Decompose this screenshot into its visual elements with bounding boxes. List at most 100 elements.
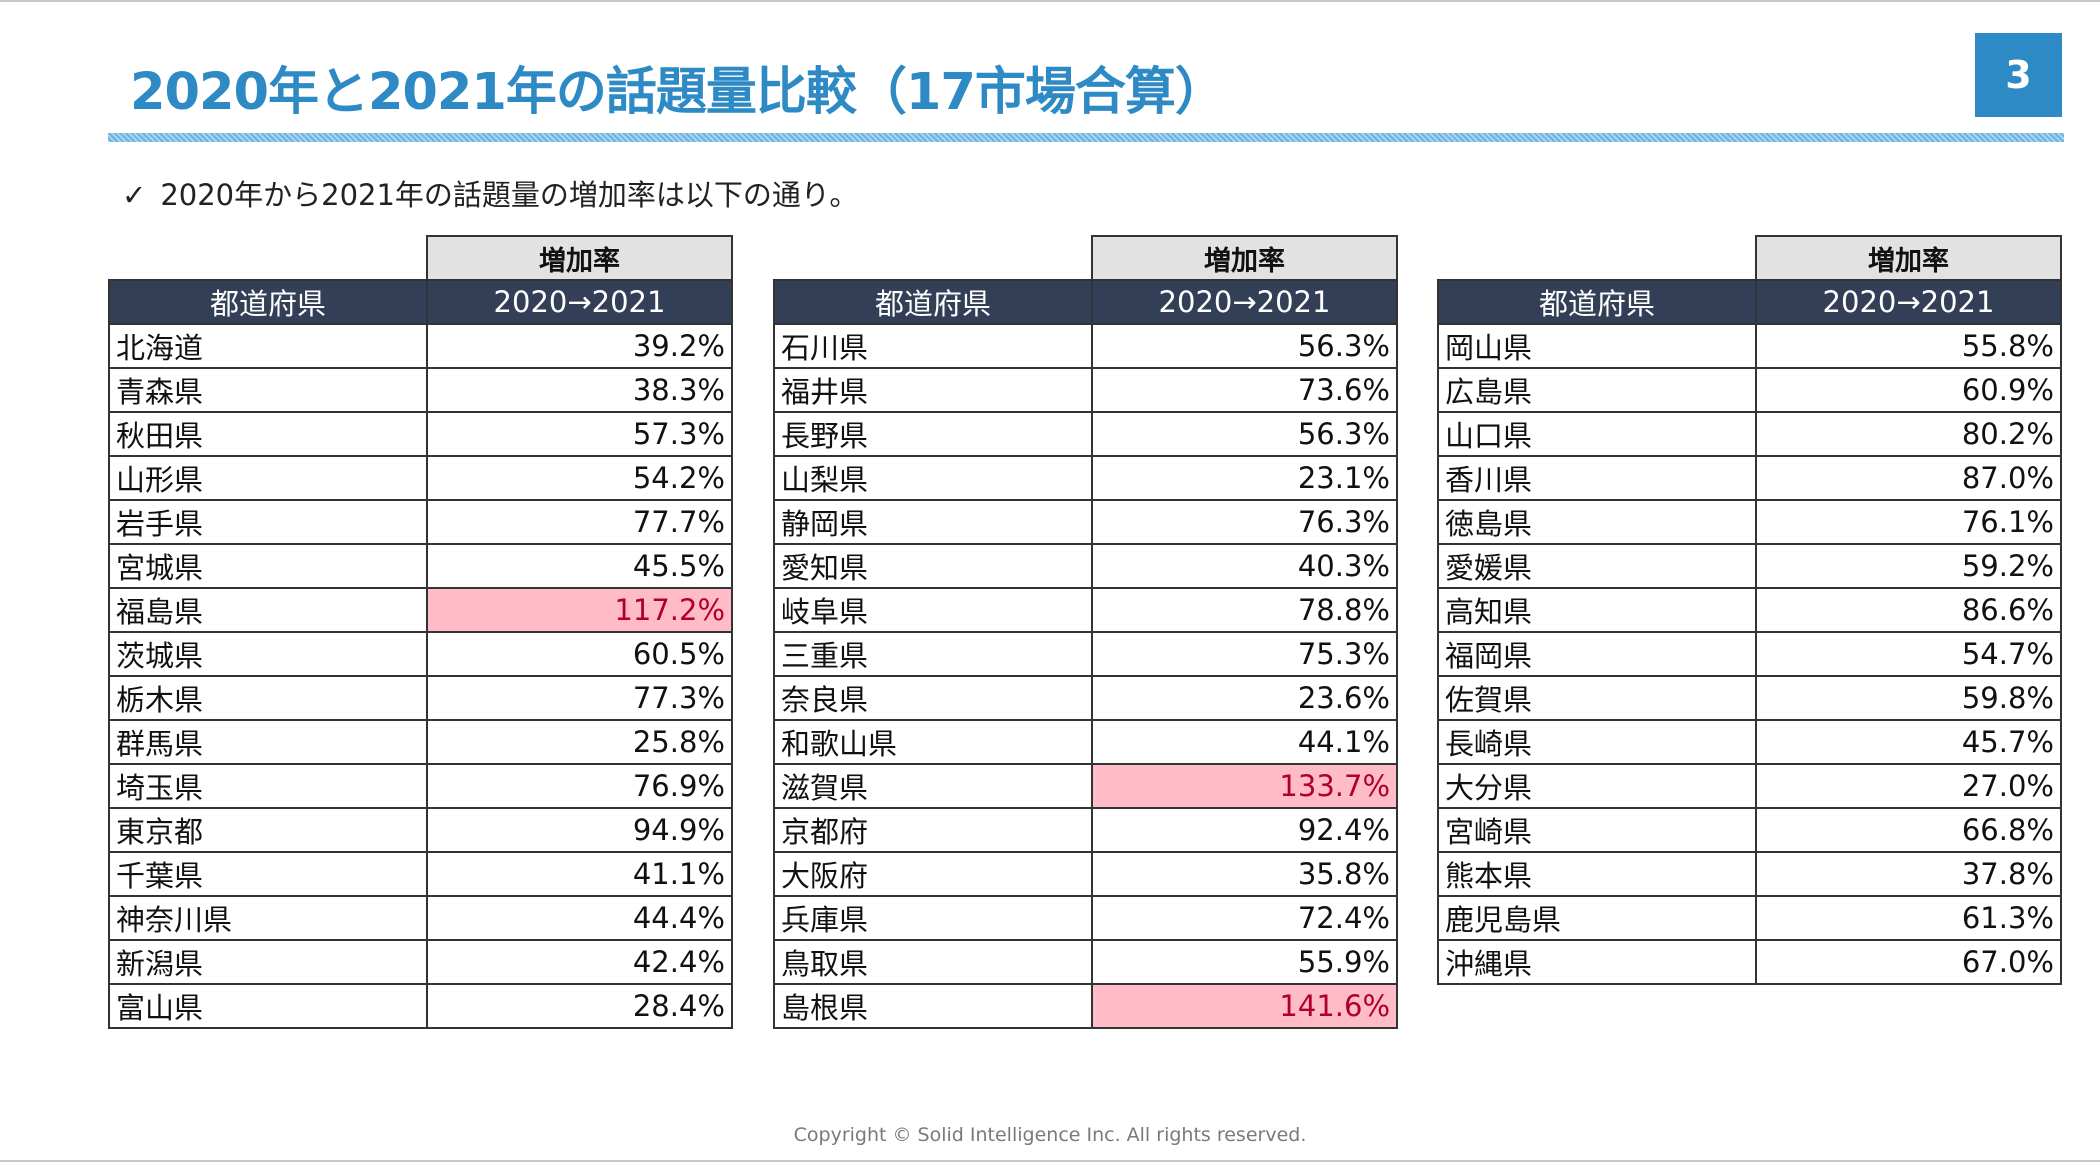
rate-cell: 25.8% bbox=[426, 719, 733, 765]
rate-cell: 28.4% bbox=[426, 983, 733, 1029]
bullet-point: ✓ 2020年から2021年の話題量の増加率は以下の通り。 bbox=[122, 172, 858, 214]
table-row: 宮城県 45.5% bbox=[108, 543, 733, 589]
table-row: 奈良県 23.6% bbox=[773, 675, 1398, 721]
table-row: 福岡県 54.7% bbox=[1437, 631, 2062, 677]
rate-cell-highlighted: 141.6% bbox=[1091, 983, 1398, 1029]
header-spacer bbox=[1438, 236, 1756, 280]
table-row: 徳島県 76.1% bbox=[1437, 499, 2062, 545]
table-row: 山口県 80.2% bbox=[1437, 411, 2062, 457]
prefecture-cell: 香川県 bbox=[1437, 455, 1757, 501]
table-row: 福島県 117.2% bbox=[108, 587, 733, 633]
rate-cell: 37.8% bbox=[1755, 851, 2062, 897]
table-row: 熊本県 37.8% bbox=[1437, 851, 2062, 897]
rate-cell: 55.8% bbox=[1755, 323, 2062, 369]
rate-cell: 76.3% bbox=[1091, 499, 1398, 545]
prefecture-cell: 沖縄県 bbox=[1437, 939, 1757, 985]
rate-cell: 55.9% bbox=[1091, 939, 1398, 985]
table-row: 茨城県 60.5% bbox=[108, 631, 733, 677]
rate-cell: 94.9% bbox=[426, 807, 733, 853]
rate-cell: 44.1% bbox=[1091, 719, 1398, 765]
rate-cell: 66.8% bbox=[1755, 807, 2062, 853]
rate-cell: 75.3% bbox=[1091, 631, 1398, 677]
prefecture-cell: 鹿児島県 bbox=[1437, 895, 1757, 941]
table-row: 長崎県 45.7% bbox=[1437, 719, 2062, 765]
table-row: 静岡県 76.3% bbox=[773, 499, 1398, 545]
column-header-prefecture: 都道府県 bbox=[1437, 279, 1757, 325]
prefecture-cell: 和歌山県 bbox=[773, 719, 1093, 765]
rate-cell: 57.3% bbox=[426, 411, 733, 457]
table-row: 石川県 56.3% bbox=[773, 323, 1398, 369]
column-header-period: 2020→2021 bbox=[426, 279, 733, 325]
prefecture-cell: 宮城県 bbox=[108, 543, 428, 589]
rate-cell: 23.1% bbox=[1091, 455, 1398, 501]
rate-cell: 56.3% bbox=[1091, 323, 1398, 369]
prefecture-cell: 東京都 bbox=[108, 807, 428, 853]
table-row: 福井県 73.6% bbox=[773, 367, 1398, 413]
page-number-badge: 3 bbox=[1975, 33, 2062, 117]
rate-cell: 78.8% bbox=[1091, 587, 1398, 633]
prefecture-cell: 三重県 bbox=[773, 631, 1093, 677]
table-row: 新潟県 42.4% bbox=[108, 939, 733, 985]
table-row: 千葉県 41.1% bbox=[108, 851, 733, 897]
prefecture-cell: 北海道 bbox=[108, 323, 428, 369]
rate-cell: 77.3% bbox=[426, 675, 733, 721]
prefecture-cell: 千葉県 bbox=[108, 851, 428, 897]
rate-table-2: 増加率 都道府県 2020→2021 石川県 56.3% 福井県 73.6% 長野県 56… bbox=[773, 235, 1398, 1029]
rate-cell: 45.7% bbox=[1755, 719, 2062, 765]
prefecture-cell: 愛知県 bbox=[773, 543, 1093, 589]
prefecture-cell: 熊本県 bbox=[1437, 851, 1757, 897]
top-border bbox=[0, 0, 2100, 2]
checkmark-icon: ✓ bbox=[122, 178, 147, 212]
rate-cell: 80.2% bbox=[1755, 411, 2062, 457]
table-row: 愛知県 40.3% bbox=[773, 543, 1398, 589]
rate-cell: 42.4% bbox=[426, 939, 733, 985]
column-header-prefecture: 都道府県 bbox=[108, 279, 428, 325]
table-row: 栃木県 77.3% bbox=[108, 675, 733, 721]
table-row: 沖縄県 67.0% bbox=[1437, 939, 2062, 985]
table-row: 青森県 38.3% bbox=[108, 367, 733, 413]
table-row: 鹿児島県 61.3% bbox=[1437, 895, 2062, 941]
rate-cell: 60.5% bbox=[426, 631, 733, 677]
prefecture-cell: 宮崎県 bbox=[1437, 807, 1757, 853]
prefecture-cell: 新潟県 bbox=[108, 939, 428, 985]
table-row: 高知県 86.6% bbox=[1437, 587, 2062, 633]
table-row: 佐賀県 59.8% bbox=[1437, 675, 2062, 721]
table-row: 岡山県 55.8% bbox=[1437, 323, 2062, 369]
rate-cell: 54.7% bbox=[1755, 631, 2062, 677]
rate-cell: 44.4% bbox=[426, 895, 733, 941]
prefecture-cell: 青森県 bbox=[108, 367, 428, 413]
rate-cell: 92.4% bbox=[1091, 807, 1398, 853]
rate-cell: 39.2% bbox=[426, 323, 733, 369]
table-row: 愛媛県 59.2% bbox=[1437, 543, 2062, 589]
prefecture-cell: 広島県 bbox=[1437, 367, 1757, 413]
prefecture-cell: 群馬県 bbox=[108, 719, 428, 765]
table-row: 秋田県 57.3% bbox=[108, 411, 733, 457]
bottom-border bbox=[0, 1160, 2100, 1162]
table-row: 宮崎県 66.8% bbox=[1437, 807, 2062, 853]
copyright-footer: Copyright © Solid Intelligence Inc. All … bbox=[793, 1124, 1307, 1146]
table-row: 大分県 27.0% bbox=[1437, 763, 2062, 809]
prefecture-cell: 佐賀県 bbox=[1437, 675, 1757, 721]
rate-cell: 67.0% bbox=[1755, 939, 2062, 985]
prefecture-cell: 鳥取県 bbox=[773, 939, 1093, 985]
table-row: 島根県 141.6% bbox=[773, 983, 1398, 1029]
table-row: 神奈川県 44.4% bbox=[108, 895, 733, 941]
table-row: 群馬県 25.8% bbox=[108, 719, 733, 765]
rate-cell: 72.4% bbox=[1091, 895, 1398, 941]
rate-cell: 54.2% bbox=[426, 455, 733, 501]
table-row: 三重県 75.3% bbox=[773, 631, 1398, 677]
group-header-increase-rate: 増加率 bbox=[1091, 235, 1398, 281]
table-row: 山形県 54.2% bbox=[108, 455, 733, 501]
prefecture-cell: 京都府 bbox=[773, 807, 1093, 853]
header-spacer bbox=[774, 236, 1092, 280]
rate-cell: 45.5% bbox=[426, 543, 733, 589]
prefecture-cell: 神奈川県 bbox=[108, 895, 428, 941]
table-row: 埼玉県 76.9% bbox=[108, 763, 733, 809]
title-underline bbox=[108, 133, 2064, 142]
prefecture-cell: 福島県 bbox=[108, 587, 428, 633]
rate-cell: 59.8% bbox=[1755, 675, 2062, 721]
table-row: 大阪府 35.8% bbox=[773, 851, 1398, 897]
prefecture-cell: 大阪府 bbox=[773, 851, 1093, 897]
table-row: 広島県 60.9% bbox=[1437, 367, 2062, 413]
prefecture-cell: 福井県 bbox=[773, 367, 1093, 413]
